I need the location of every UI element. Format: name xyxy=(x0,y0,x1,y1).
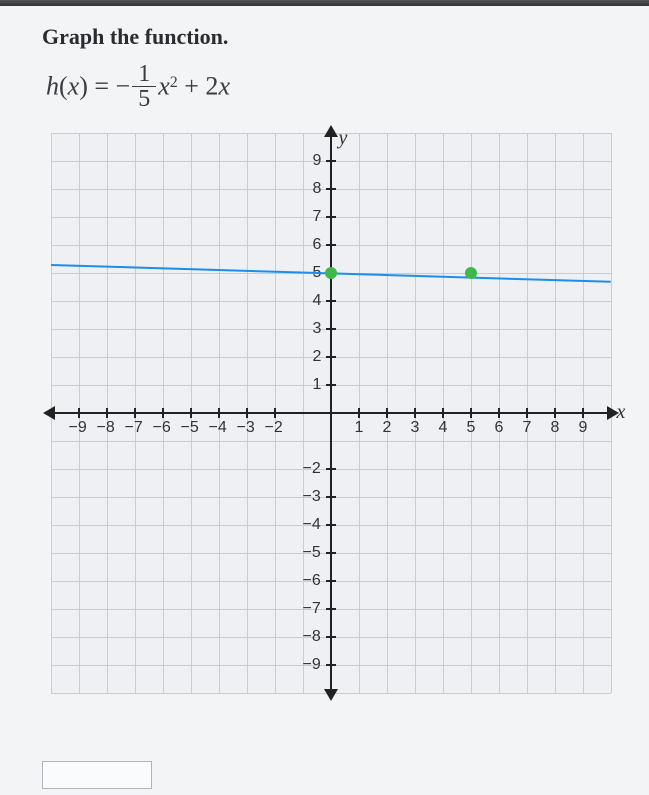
y-tick-mark xyxy=(326,188,336,190)
y-axis-label: y xyxy=(339,127,348,150)
x-axis-arrow-left xyxy=(43,406,55,420)
y-tick-mark xyxy=(326,496,336,498)
x-tick-label: 4 xyxy=(439,419,448,437)
y-tick-mark xyxy=(326,636,336,638)
eq-func-name: h xyxy=(46,71,59,100)
y-tick-label: 1 xyxy=(313,376,322,394)
y-tick-label: −4 xyxy=(303,516,321,534)
y-tick-label: 9 xyxy=(313,152,322,170)
y-tick-label: −5 xyxy=(303,544,321,562)
x-tick-mark xyxy=(442,408,444,418)
x-tick-mark xyxy=(386,408,388,418)
eq-exp: 2 xyxy=(170,74,178,91)
x-tick-mark xyxy=(190,408,192,418)
y-tick-label: 6 xyxy=(313,236,322,254)
y-tick-mark xyxy=(326,160,336,162)
page-surface: Graph the function. h(x) = −15x2 + 2x −9… xyxy=(0,6,649,795)
eq-fraction: 15 xyxy=(132,62,156,111)
x-tick-mark xyxy=(218,408,220,418)
y-tick-label: −9 xyxy=(303,656,321,674)
answer-input-box[interactable] xyxy=(42,761,152,789)
x-tick-mark xyxy=(498,408,500,418)
y-axis-arrow-down xyxy=(324,689,338,701)
y-tick-mark xyxy=(326,608,336,610)
x-tick-mark xyxy=(470,408,472,418)
y-tick-mark xyxy=(326,356,336,358)
eq-arg: x xyxy=(68,71,80,100)
plotted-point[interactable] xyxy=(325,267,337,279)
x-tick-label: −7 xyxy=(125,419,143,437)
y-tick-label: 8 xyxy=(313,180,322,198)
y-tick-mark xyxy=(326,300,336,302)
y-tick-label: −3 xyxy=(303,488,321,506)
x-tick-mark xyxy=(246,408,248,418)
eq-plus: + 2 xyxy=(178,71,219,100)
x-tick-label: −9 xyxy=(69,419,87,437)
y-tick-mark xyxy=(326,468,336,470)
eq-x2: x xyxy=(218,71,230,100)
y-tick-label: −2 xyxy=(303,460,321,478)
plotted-point[interactable] xyxy=(465,267,477,279)
x-tick-label: −8 xyxy=(97,419,115,437)
x-tick-mark xyxy=(78,408,80,418)
y-tick-label: 4 xyxy=(313,292,322,310)
y-tick-mark xyxy=(326,524,336,526)
x-tick-label: 8 xyxy=(551,419,560,437)
x-tick-mark xyxy=(162,408,164,418)
y-tick-mark xyxy=(326,328,336,330)
x-tick-label: 3 xyxy=(411,419,420,437)
x-tick-mark xyxy=(554,408,556,418)
x-tick-mark xyxy=(274,408,276,418)
y-tick-label: −8 xyxy=(303,628,321,646)
x-tick-mark xyxy=(358,408,360,418)
x-tick-label: −2 xyxy=(265,419,283,437)
x-tick-label: 7 xyxy=(523,419,532,437)
instruction-title: Graph the function. xyxy=(42,24,619,50)
x-tick-label: 5 xyxy=(467,419,476,437)
x-tick-mark xyxy=(526,408,528,418)
y-tick-label: 2 xyxy=(313,348,322,366)
x-tick-label: 1 xyxy=(355,419,364,437)
x-axis-label: x xyxy=(617,401,626,424)
eq-x1: x xyxy=(158,71,170,100)
eq-frac-den: 5 xyxy=(132,87,156,111)
x-tick-mark xyxy=(106,408,108,418)
x-tick-label: 6 xyxy=(495,419,504,437)
x-tick-mark xyxy=(414,408,416,418)
x-tick-label: −6 xyxy=(153,419,171,437)
y-tick-mark xyxy=(326,216,336,218)
y-tick-label: 7 xyxy=(313,208,322,226)
y-tick-mark xyxy=(326,244,336,246)
y-tick-mark xyxy=(326,664,336,666)
y-tick-label: −7 xyxy=(303,600,321,618)
eq-neg: − xyxy=(116,71,131,100)
x-tick-label: −5 xyxy=(181,419,199,437)
equation-display: h(x) = −15x2 + 2x xyxy=(46,64,619,113)
x-tick-label: 2 xyxy=(383,419,392,437)
x-tick-label: 9 xyxy=(579,419,588,437)
y-axis-arrow-up xyxy=(324,125,338,137)
x-tick-label: −3 xyxy=(237,419,255,437)
eq-frac-num: 1 xyxy=(132,62,156,87)
x-tick-label: −4 xyxy=(209,419,227,437)
x-tick-mark xyxy=(134,408,136,418)
y-tick-mark xyxy=(326,384,336,386)
y-tick-label: 3 xyxy=(313,320,322,338)
y-tick-mark xyxy=(326,552,336,554)
x-tick-mark xyxy=(582,408,584,418)
y-tick-mark xyxy=(326,580,336,582)
coordinate-graph[interactable]: −9−8−7−6−5−4−3−2123456789123456789−2−3−4… xyxy=(51,133,611,693)
y-tick-label: −6 xyxy=(303,572,321,590)
